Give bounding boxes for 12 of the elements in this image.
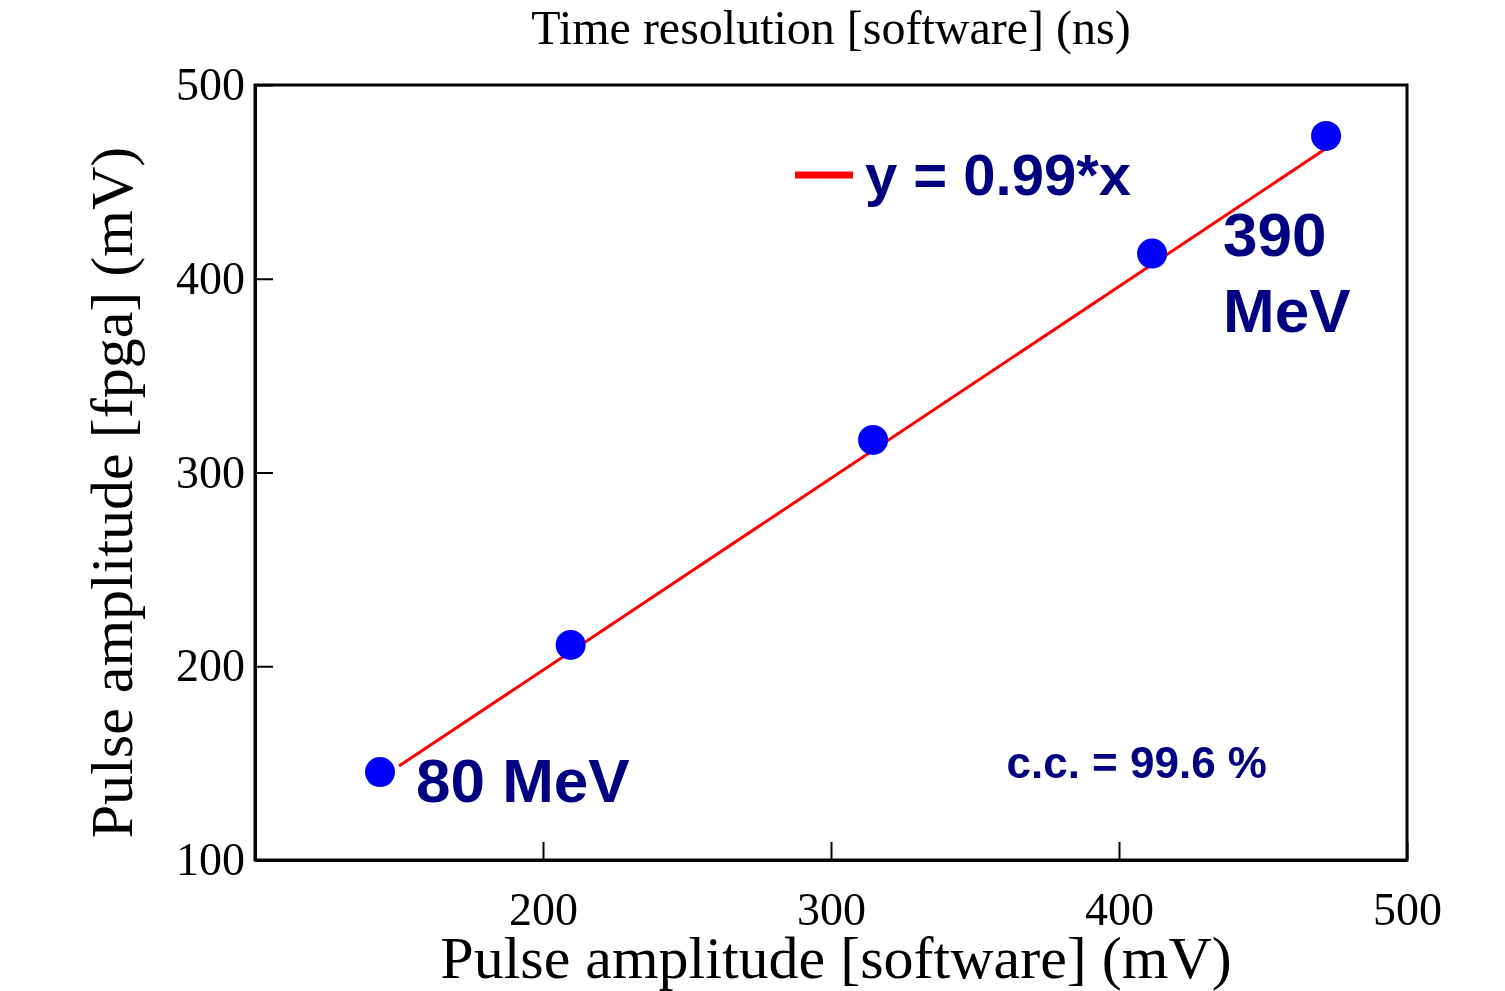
- y-tick-label: 200: [176, 640, 245, 692]
- legend-label: y = 0.99*x: [865, 142, 1132, 207]
- y-axis-title: Pulse amplitude [fpga] (mV): [79, 146, 145, 839]
- annotation: 390 MeV: [1223, 199, 1351, 345]
- y-tick-label: 500: [176, 59, 245, 111]
- y-tick-label: 300: [176, 446, 245, 498]
- chart-title: Time resolution [software] (ns): [531, 1, 1131, 55]
- x-tick-label: 500: [1373, 883, 1442, 935]
- y-tick-label: 400: [176, 252, 245, 304]
- annotation: c.c. = 99.6 %: [1006, 738, 1267, 787]
- annotation: 80 MeV: [415, 746, 630, 816]
- y-tick-label: 100: [176, 834, 245, 886]
